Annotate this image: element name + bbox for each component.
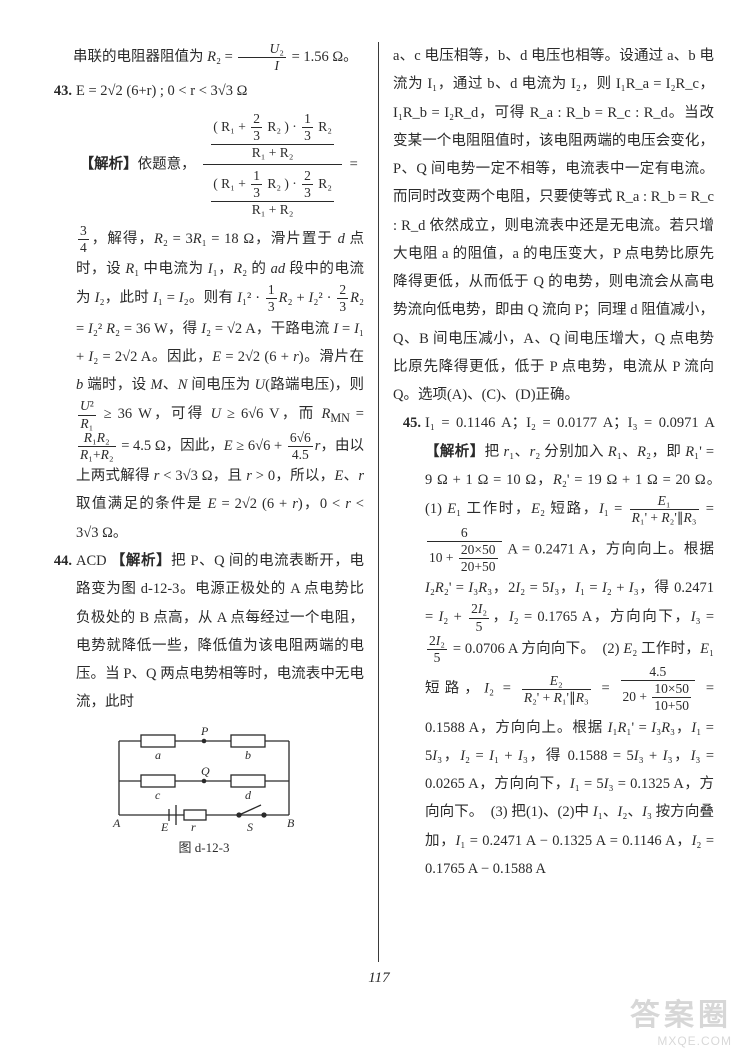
watermark-sub: MXQE.COM — [630, 1034, 732, 1048]
problem-45: 45. I₁ = 0.1146 A；I₂ = 0.0177 A；I₃ = 0.0… — [393, 409, 714, 883]
watermark-main: 答案圈 — [630, 990, 732, 1034]
problem-answer: ACD — [76, 553, 107, 569]
svg-text:B: B — [287, 816, 295, 830]
prelude-text: 串联的电阻器阻值为 R₂ = U₂I = 1.56 Ω。 — [44, 42, 364, 73]
nested-fraction: ( R₁ + 23 R₂ ) · 13 R₂R₁ + R₂ ( R₁ + 13 … — [199, 106, 346, 224]
svg-text:A: A — [112, 816, 121, 830]
svg-text:b: b — [245, 748, 251, 762]
problem-body: ACD 【解析】把 P、Q 间的电流表断开，电路变为图 d-12-3。电源正极处… — [76, 547, 364, 717]
left-column: 串联的电阻器阻值为 R₂ = U₂I = 1.56 Ω。 43. E = 2√2… — [44, 42, 379, 962]
svg-text:c: c — [155, 788, 161, 802]
figure-caption: 图 d-12-3 — [44, 835, 364, 860]
analysis-lead: 依题意， — [138, 156, 196, 172]
page-number: 117 — [44, 970, 714, 987]
problem-number: 43. — [44, 77, 76, 105]
problem-body: E = 2√2 (6+r) ; 0 < r < 3√3 Ω 【解析】依题意， (… — [76, 77, 364, 547]
page: 串联的电阻器阻值为 R₂ = U₂I = 1.56 Ω。 43. E = 2√2… — [0, 0, 750, 1058]
problem-body: I₁ = 0.1146 A；I₂ = 0.0177 A；I₃ = 0.0971 … — [425, 409, 714, 883]
problem-44: 44. ACD 【解析】把 P、Q 间的电流表断开，电路变为图 d-12-3。电… — [44, 547, 364, 717]
analysis-label: 【解析】 — [425, 444, 485, 460]
watermark: 答案圈 MXQE.COM — [630, 990, 732, 1048]
problem-number: 45. — [393, 409, 425, 437]
problem-43: 43. E = 2√2 (6+r) ; 0 < r < 3√3 Ω 【解析】依题… — [44, 77, 364, 547]
problem-headline: I₁ = 0.1146 A；I₂ = 0.0177 A；I₃ = 0.0971 … — [425, 415, 714, 431]
analysis-label: 【解析】 — [111, 553, 171, 569]
problem-number: 44. — [44, 547, 76, 575]
svg-text:P: P — [200, 724, 209, 738]
svg-text:d: d — [245, 788, 252, 802]
svg-text:E: E — [160, 820, 169, 833]
figure-d-12-3: P a b c d Q A E r S B 图 d-12-3 — [44, 723, 364, 860]
two-column-layout: 串联的电阻器阻值为 R₂ = U₂I = 1.56 Ω。 43. E = 2√2… — [44, 42, 714, 962]
analysis-label: 【解析】 — [80, 156, 138, 172]
bridge-circuit-svg: P a b c d Q A E r S B — [99, 723, 309, 833]
svg-text:r: r — [191, 820, 196, 833]
svg-text:Q: Q — [201, 764, 210, 778]
right-column: a、c 电压相等，b、d 电压也相等。设通过 a、b 电流为 I₁，通过 b、d… — [379, 42, 714, 962]
problem-headline: E = 2√2 (6+r) ; 0 < r < 3√3 Ω — [76, 83, 247, 99]
svg-text:S: S — [247, 820, 253, 833]
problem-44-continued: a、c 电压相等，b、d 电压也相等。设通过 a、b 电流为 I₁，通过 b、d… — [393, 42, 714, 409]
problem-text: 把 P、Q 间的电流表断开，电路变为图 d-12-3。电源正极处的 A 点电势比… — [76, 553, 364, 710]
svg-text:a: a — [155, 748, 161, 762]
